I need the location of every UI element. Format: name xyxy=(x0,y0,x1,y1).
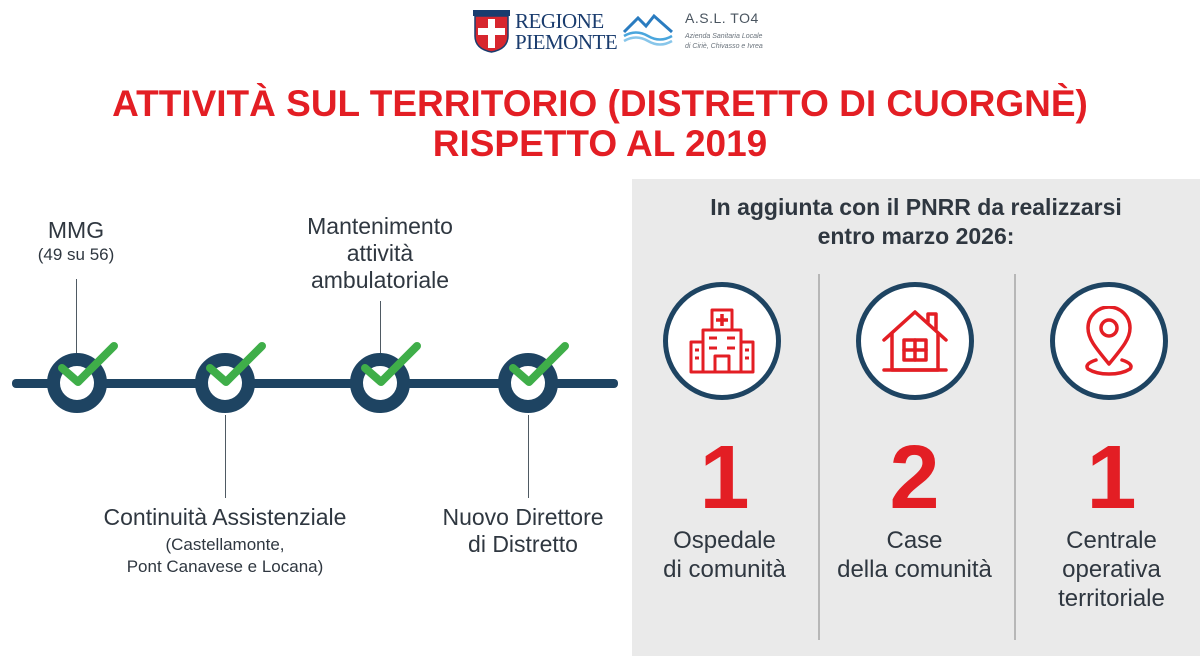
asl-wave-icon xyxy=(622,13,673,46)
timeline-line xyxy=(12,379,618,388)
timeline-label-ambulatoriale: Mantenimento attività ambulatoriale xyxy=(307,213,453,293)
house-icon-circle xyxy=(856,282,974,400)
timeline-stem-mmg xyxy=(76,279,77,355)
activities-timeline: MMG (49 su 56) Mantenimento attività amb… xyxy=(0,170,632,656)
timeline-stem-ambulatoriale xyxy=(380,301,381,355)
timeline-label-direttore: Nuovo Direttore di Distretto xyxy=(442,504,604,557)
asl-subtitle: Azienda Sanitaria Locale di Ciriè, Chiva… xyxy=(685,33,763,50)
timeline-stem-direttore xyxy=(528,415,529,498)
timeline-stem-continuita xyxy=(225,415,226,498)
case-label: Case della comunità xyxy=(837,527,992,583)
check-icon xyxy=(361,342,421,386)
hospital-icon xyxy=(689,308,755,374)
timeline-label-mmg: MMG (49 su 56) xyxy=(37,217,115,264)
centrale-count: 1 xyxy=(1086,428,1137,528)
ospedale-label: Ospedale di comunità xyxy=(663,527,786,583)
ospedale-count: 1 xyxy=(699,428,750,528)
pnrr-item-case: 2 Case della comunità xyxy=(820,279,1009,656)
pnrr-item-centrale: 1 Centrale operativa territoriale xyxy=(1017,279,1200,656)
location-pin-icon xyxy=(1085,306,1133,376)
house-icon xyxy=(882,310,948,372)
pnrr-item-ospedale: 1 Ospedale di comunità xyxy=(630,279,819,656)
location-pin-icon-circle xyxy=(1050,282,1168,400)
asl-to4-logo: A.S.L. TO4 Azienda Sanitaria Locale di C… xyxy=(622,10,782,56)
regione-piemonte-logo: REGIONE PIEMONTE xyxy=(473,10,618,56)
centrale-label: Centrale operativa territoriale xyxy=(1058,527,1165,612)
pnrr-panel: In aggiunta con il PNRR da realizzarsi e… xyxy=(632,179,1200,656)
check-icon xyxy=(58,342,118,386)
check-icon xyxy=(509,342,569,386)
page-title-line-2: RISPETTO AL 2019 xyxy=(432,123,768,164)
column-divider xyxy=(1014,274,1016,640)
regione-logo-text: REGIONE PIEMONTE xyxy=(515,9,618,54)
asl-name: A.S.L. TO4 xyxy=(685,10,759,26)
column-divider xyxy=(818,274,820,640)
case-count: 2 xyxy=(889,428,940,528)
pnrr-heading: In aggiunta con il PNRR da realizzarsi e… xyxy=(710,194,1122,249)
page-title: ATTIVITÀ SUL TERRITORIO (DISTRETTO DI CU… xyxy=(0,84,1200,164)
timeline-label-continuita: Continuità Assistenziale (Castellamonte,… xyxy=(103,504,347,576)
timeline-node-mmg xyxy=(47,353,107,413)
regione-shield-icon xyxy=(473,10,510,53)
check-icon xyxy=(206,342,266,386)
hospital-icon-circle xyxy=(663,282,781,400)
page-title-line-1: ATTIVITÀ SUL TERRITORIO (DISTRETTO DI CU… xyxy=(112,83,1088,124)
